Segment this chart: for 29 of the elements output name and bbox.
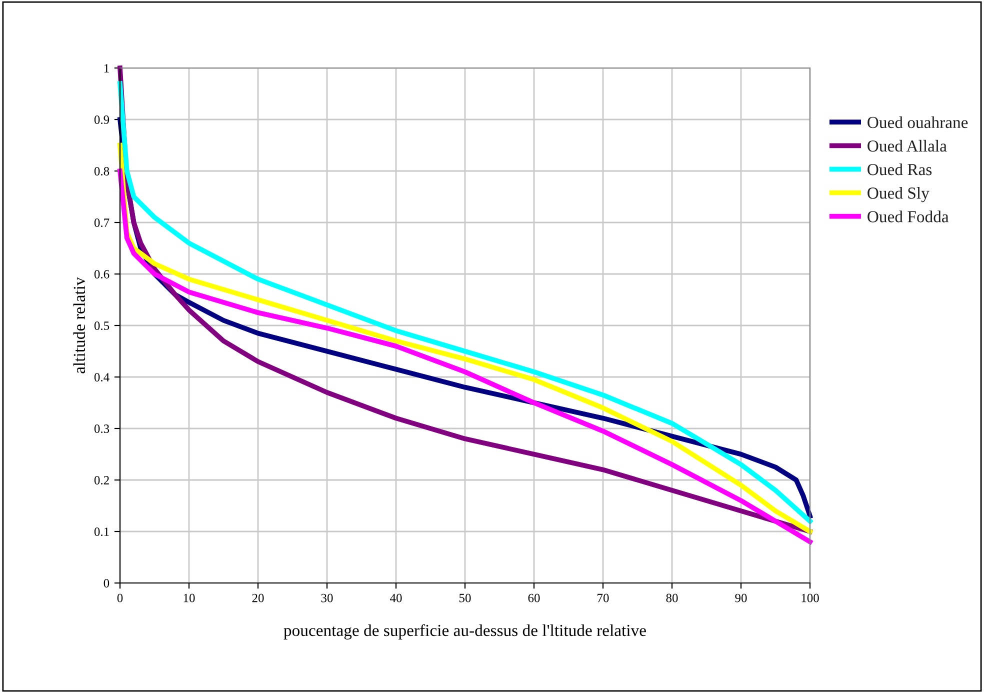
x-tick-label: 40 — [390, 594, 402, 602]
x-axis-title: poucentage de superficie au-dessus de l'ltitude relative — [284, 624, 646, 640]
legend-label: Oued Allala — [868, 140, 947, 152]
x-tick-label: 80 — [666, 594, 678, 602]
y-tick-label: 0 — [104, 579, 110, 588]
legend-label: Oued Fodda — [868, 210, 949, 222]
y-tick-label: 0.9 — [94, 116, 110, 124]
legend-label: Oued Ras — [868, 163, 932, 176]
x-tick-label: 30 — [321, 594, 333, 602]
x-tick-label: 50 — [459, 594, 471, 602]
legend-label: Oued Sly — [868, 187, 930, 202]
y-tick-label: 0.4 — [94, 373, 110, 382]
y-tick-label: 0.3 — [94, 424, 110, 434]
x-tick-label: 20 — [252, 594, 264, 602]
y-tick-label: 0.5 — [94, 322, 110, 330]
y-tick-label: 0.6 — [94, 270, 110, 279]
y-tick-label: 0.1 — [94, 528, 109, 536]
y-axis-title: altitude relativ — [73, 277, 86, 374]
x-tick-label: 90 — [735, 594, 747, 602]
legend-label: Oued ouahrane — [868, 116, 968, 128]
y-tick-label: 1 — [104, 64, 109, 72]
y-tick-label: 0.2 — [94, 476, 109, 485]
x-tick-label: 100 — [802, 594, 819, 602]
x-tick-label: 60 — [528, 594, 540, 602]
x-tick-label: 10 — [184, 594, 195, 602]
x-tick-label: 70 — [598, 594, 609, 602]
y-tick-label: 0.7 — [94, 218, 110, 228]
y-tick-label: 0.8 — [94, 167, 110, 176]
x-tick-label: 0 — [117, 594, 123, 602]
